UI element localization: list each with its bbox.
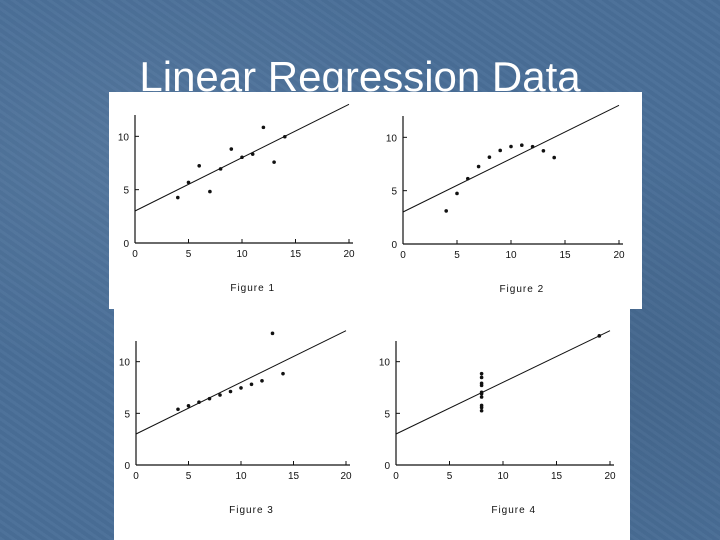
y-tick-label-2-2: 10 [386,133,398,144]
data-point-3-4 [249,382,254,387]
data-point-3-0 [239,386,243,390]
data-point-4-7 [597,334,602,338]
figure-panel-top: 0 5 10 15 20 0 5 10 Figure 1 0 5 10 15 20 0 5 10 Figure … [109,92,642,309]
x-tick-label-4-1: 5 [447,471,453,482]
x-tick-label-1-4: 20 [343,249,355,260]
data-point-3-8 [260,378,264,383]
y-tick-label-4-2: 10 [379,358,391,369]
data-point-2-9 [476,164,481,169]
data-point-1-1 [218,167,223,171]
x-tick-label-1-1: 5 [186,249,192,260]
data-point-2-6 [466,176,470,181]
data-point-1-7 [176,195,180,200]
y-tick-label-1-2: 10 [118,132,130,143]
data-point-1-2 [272,160,276,164]
data-point-1-8 [261,125,266,130]
data-point-3-6 [197,400,201,404]
data-point-2-0 [509,144,513,149]
data-point-4-3 [479,371,484,376]
x-tick-label-1-2: 10 [236,249,248,260]
y-tick-label-4-0: 0 [384,461,390,472]
figure-caption-1: Figure 1 [230,283,275,294]
x-tick-label-2-1: 5 [454,250,460,261]
y-tick-label-3-1: 5 [124,409,130,420]
data-point-4-9 [479,381,484,386]
data-point-1-5 [283,134,287,139]
data-point-3-9 [207,396,212,401]
data-point-4-0 [479,395,484,399]
y-tick-label-2-1: 5 [391,187,397,198]
data-point-2-4 [520,143,524,148]
x-tick-label-2-3: 15 [559,250,571,261]
figure-2-chart: 0 5 10 15 20 0 5 10 Figure 2 [386,104,625,295]
data-point-1-3 [229,147,234,151]
y-tick-label-3-2: 10 [119,358,131,369]
data-point-2-2 [541,148,546,153]
x-tick-label-3-2: 10 [235,471,247,482]
data-point-3-1 [218,393,222,397]
x-tick-label-3-3: 15 [288,471,300,482]
data-point-2-3 [498,148,503,153]
y-tick-label-2-0: 0 [391,240,397,251]
y-tick-label-1-0: 0 [123,239,129,250]
figure-caption-3: Figure 3 [229,505,274,516]
data-point-1-0 [240,155,244,160]
regression-line-2 [402,104,620,213]
x-tick-label-2-0: 0 [400,250,406,261]
x-tick-label-4-2: 10 [497,471,509,482]
data-point-4-6 [479,408,484,413]
x-tick-label-3-4: 20 [340,471,352,482]
data-point-4-4 [479,375,484,380]
data-point-4-8 [479,405,484,410]
data-point-1-6 [197,163,201,168]
data-point-2-7 [444,209,449,213]
x-tick-label-1-0: 0 [132,249,138,260]
data-point-1-4 [250,152,255,156]
data-point-4-10 [479,392,484,396]
y-tick-label-3-0: 0 [124,461,130,472]
figure-panel-bottom: 0 5 10 15 20 0 5 10 Figure 3 0 5 10 15 20 0 5 10 Figure … [114,309,630,540]
data-point-3-3 [228,389,233,394]
data-point-2-8 [530,144,535,149]
data-point-2-1 [487,155,492,159]
regression-line-3 [135,330,347,435]
x-tick-label-4-3: 15 [551,471,563,482]
slide-title: Linear Regression Data [139,53,581,96]
data-point-1-10 [186,180,191,185]
data-point-1-9 [208,189,212,194]
x-tick-label-2-4: 20 [613,250,625,261]
x-tick-label-4-4: 20 [604,471,616,482]
x-tick-label-3-1: 5 [186,471,192,482]
data-point-3-7 [176,407,180,412]
regression-line-4 [395,330,611,435]
x-tick-label-3-0: 0 [133,471,139,482]
y-tick-label-4-1: 5 [384,409,390,420]
y-tick-label-1-1: 5 [123,186,129,197]
x-tick-label-2-2: 10 [505,250,517,261]
figure-caption-4: Figure 4 [491,505,536,516]
data-point-2-5 [552,155,556,160]
x-tick-label-1-3: 15 [290,249,302,260]
figure-1-chart: 0 5 10 15 20 0 5 10 Figure 1 [118,103,355,294]
figure-3-chart: 0 5 10 15 20 0 5 10 Figure 3 [119,330,352,516]
data-point-3-10 [186,403,191,408]
figure-caption-2: Figure 2 [499,284,544,295]
data-point-3-5 [281,371,285,376]
data-point-3-2 [270,331,275,336]
x-tick-label-4-0: 0 [393,471,399,482]
data-point-2-10 [455,191,459,196]
figure-4-chart: 0 5 10 15 20 0 5 10 Figure 4 [379,330,616,516]
